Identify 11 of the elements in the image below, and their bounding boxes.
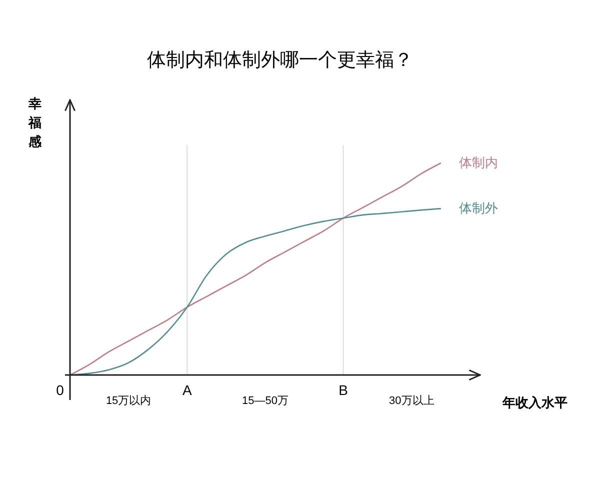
x-tick-label: 0	[56, 382, 64, 398]
x-axis-title: 年收入水平	[502, 395, 568, 411]
text: 15万以内	[106, 394, 152, 407]
text: 30万以上	[389, 394, 434, 407]
x-tick-label: A	[182, 382, 192, 398]
y-axis-title: 幸福感	[28, 97, 42, 150]
series-label: 体制外	[458, 202, 498, 217]
x-tick-label: B	[338, 382, 348, 398]
series-label: 体制内	[458, 156, 498, 171]
text: 15—50万	[242, 395, 288, 407]
chart-title: 体制内和体制外哪一个更幸福？	[147, 49, 413, 71]
